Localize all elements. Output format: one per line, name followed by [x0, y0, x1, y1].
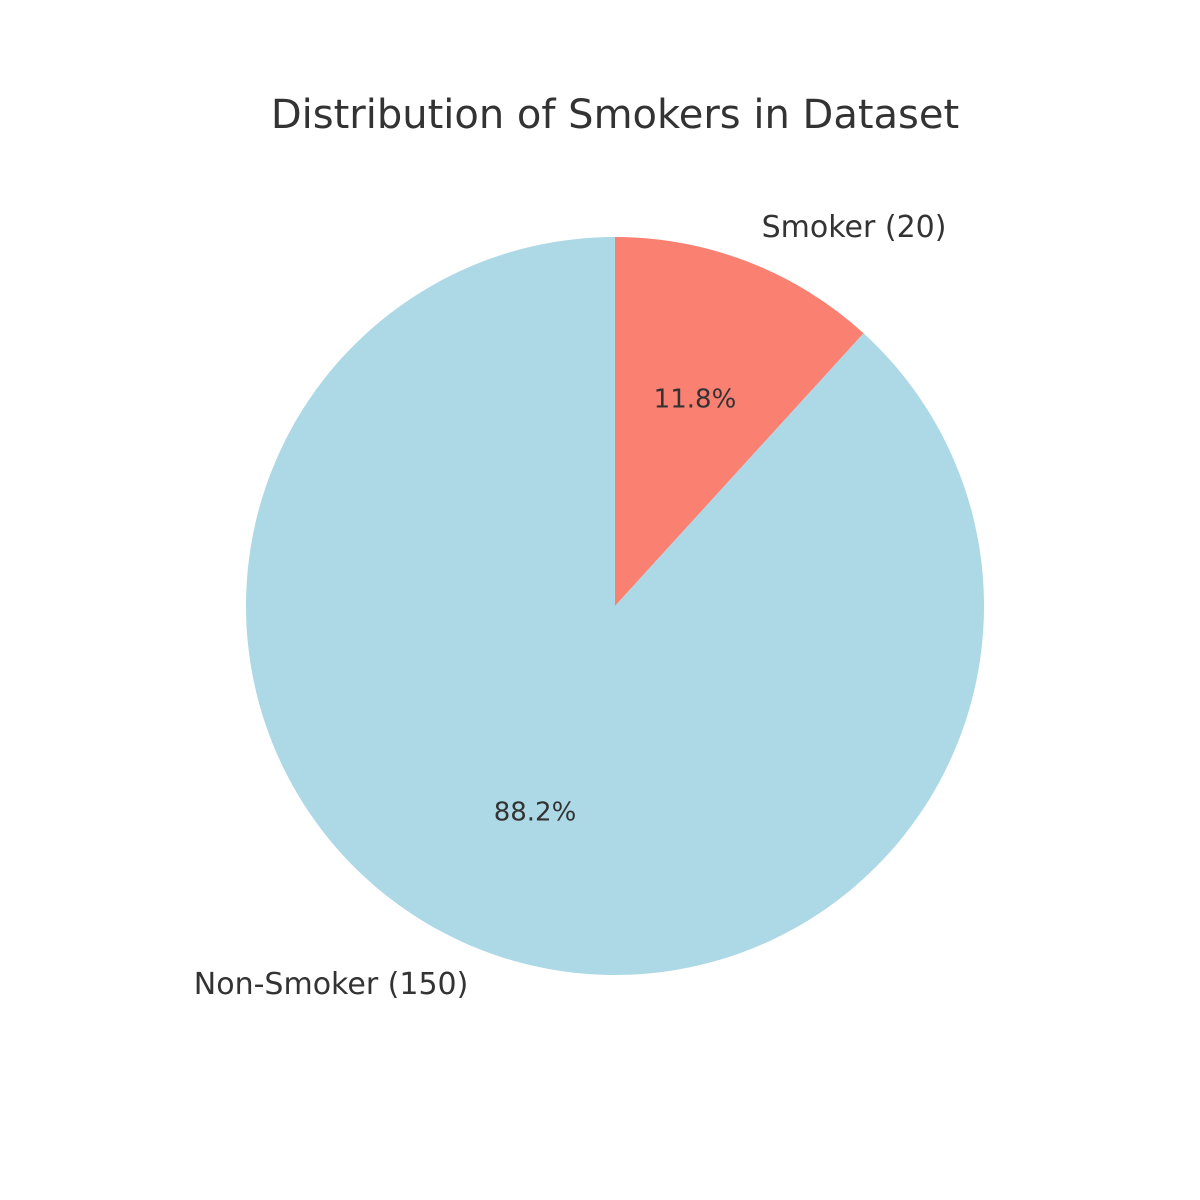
pie-slice-0: [615, 237, 864, 606]
pie-slices: [245, 237, 984, 975]
pie-category-label-1: Non-Smoker (150): [194, 967, 469, 1002]
pie-percent-label-0: 11.8%: [654, 385, 737, 415]
pie-labels: 11.8% Smoker (20) 88.2% Non-Smoker (150): [194, 210, 947, 1002]
pie-percent-label-1: 88.2%: [494, 797, 577, 827]
pie-category-label-0: Smoker (20): [762, 210, 947, 245]
chart-title: Distribution of Smokers in Dataset: [271, 92, 959, 138]
pie-slice-1: [245, 237, 984, 975]
